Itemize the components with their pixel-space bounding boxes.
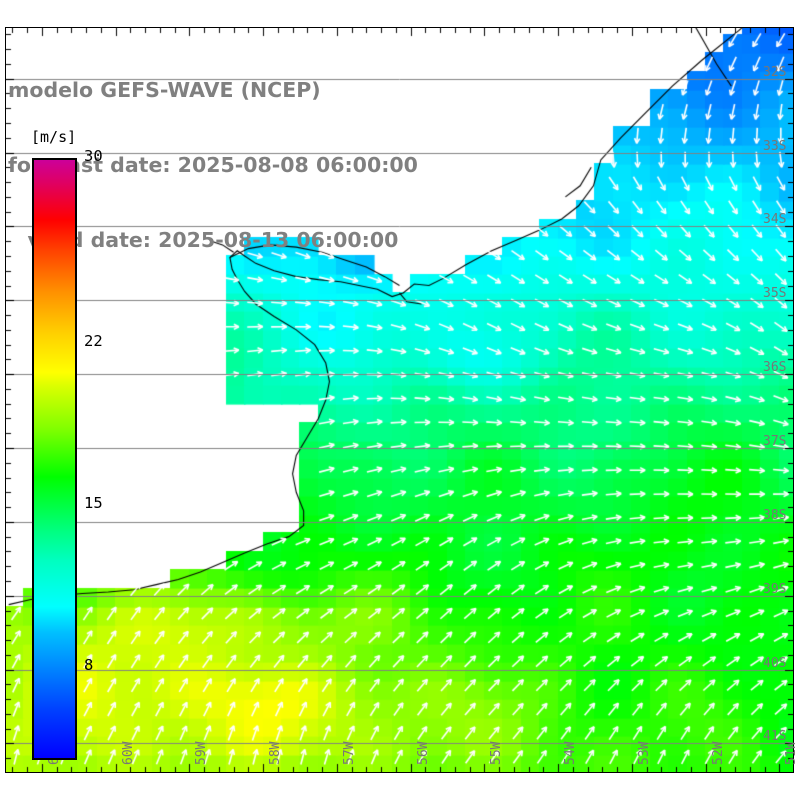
- lat-tick-35s: 35S: [763, 286, 787, 302]
- lon-tick-55w: 55W: [489, 741, 505, 765]
- lon-tick-59w: 59W: [194, 741, 210, 765]
- colorbar-unit-label: [m/s]: [31, 128, 77, 146]
- colorbar-tick-15: 15: [84, 494, 103, 513]
- lon-tick-51w: 51W: [784, 741, 800, 765]
- lat-tick-37s: 37S: [763, 434, 787, 449]
- lat-tick-38s: 38S: [763, 507, 787, 523]
- colorbar-tick-22: 22: [84, 332, 103, 351]
- colorbar-tick-30: 30: [84, 147, 103, 165]
- lon-tick-56w: 56W: [415, 741, 431, 765]
- lat-tick-34s: 34S: [763, 212, 787, 228]
- lon-tick-54w: 54W: [563, 741, 579, 765]
- lon-tick-57w: 57W: [341, 741, 357, 765]
- colorbar-tick-8: 8: [84, 656, 94, 675]
- lat-tick-33s: 33S: [763, 138, 787, 154]
- lon-tick-58w: 58W: [268, 741, 284, 765]
- lat-tick-39s: 39S: [763, 581, 787, 597]
- lat-tick-41s: 41S: [763, 729, 787, 745]
- lon-tick-60w: 60W: [120, 741, 136, 765]
- lat-tick-40s: 40S: [763, 655, 787, 671]
- lat-tick-32s: 32S: [763, 64, 787, 80]
- lon-tick-53w: 53W: [636, 741, 652, 765]
- lat-tick-36s: 36S: [763, 360, 787, 376]
- lon-tick-52w: 52W: [710, 741, 726, 765]
- title-model-line: modelo GEFS-WAVE (NCEP): [8, 78, 321, 102]
- colorbar-gradient: [32, 158, 77, 760]
